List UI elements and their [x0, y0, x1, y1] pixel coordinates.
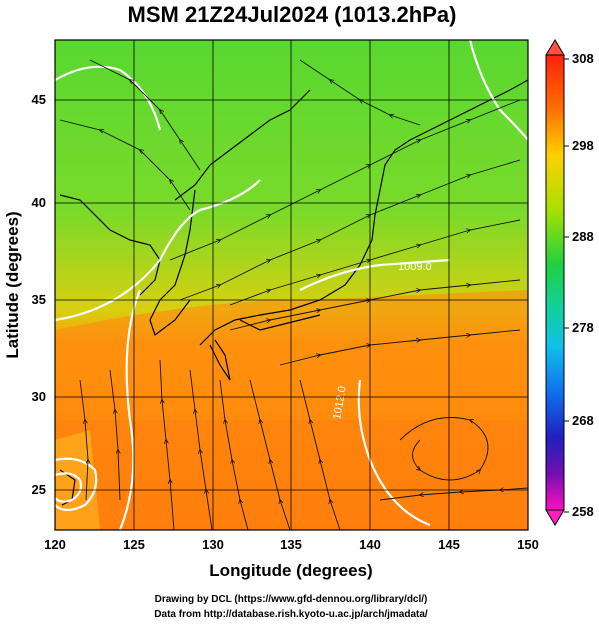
- x-tick-label: 125: [123, 537, 145, 552]
- colorbar-bottom-cap: [545, 509, 565, 526]
- streamline: [79, 379, 88, 501]
- streamline: [299, 379, 341, 530]
- isobar-c: [468, 40, 528, 141]
- coast-china-north: [59, 194, 161, 296]
- isobar-b: [118, 289, 142, 530]
- colorbar-label: 308: [572, 51, 594, 66]
- colorbar-gradient: [545, 54, 565, 511]
- contour-label-1009: 1009.0: [398, 261, 432, 273]
- y-axis-label: Latitude (degrees): [3, 211, 22, 358]
- map-frame: [54, 39, 529, 531]
- streamline: [159, 359, 175, 530]
- colorbar: 308 298 288 278 268 258: [545, 39, 594, 526]
- y-tick-label: 25: [32, 482, 46, 497]
- y-axis-ticks: 25 30 35 40 45: [32, 92, 46, 497]
- streamline: [219, 379, 249, 530]
- contour-label-1012: 1012.0: [331, 385, 349, 420]
- wind-streamlines: [59, 59, 528, 530]
- gridlines: [55, 40, 528, 530]
- y-tick-label: 30: [32, 389, 46, 404]
- streamline: [379, 488, 528, 501]
- credit-drawing: Drawing by DCL (https://www.gfd-dennou.o…: [155, 594, 428, 605]
- colorbar-label: 258: [572, 504, 594, 519]
- map-panel: 1009.0 1012.0: [55, 40, 528, 530]
- x-axis-label: Longitude (degrees): [209, 561, 372, 580]
- x-tick-label: 150: [517, 537, 539, 552]
- warm-south-region: [55, 420, 528, 530]
- x-tick-label: 135: [280, 537, 302, 552]
- x-axis-ticks: 120 125 130 135 140 145 150: [44, 537, 539, 552]
- streamline: [59, 119, 191, 211]
- colorbar-label: 298: [572, 138, 594, 153]
- x-tick-label: 120: [44, 537, 66, 552]
- isobar-typhoon-1: [55, 457, 98, 512]
- streamline: [249, 379, 291, 530]
- streamline: [399, 417, 489, 481]
- streamline: [179, 159, 521, 301]
- streamline: [109, 369, 120, 501]
- colorbar-label: 288: [572, 229, 594, 244]
- isobar-typhoon-2: [55, 472, 83, 503]
- y-tick-label: 35: [32, 292, 46, 307]
- credit-data: Data from http://database.rish.kyoto-u.a…: [154, 609, 428, 620]
- colorbar-label: 268: [572, 413, 594, 428]
- streamline: [89, 59, 201, 171]
- x-tick-label: 130: [202, 537, 224, 552]
- x-tick-label: 140: [359, 537, 381, 552]
- colorbar-top-cap: [545, 39, 565, 56]
- y-tick-label: 45: [32, 92, 46, 107]
- streamline: [279, 329, 521, 366]
- colorbar-label: 278: [572, 320, 594, 335]
- map-title: MSM 21Z24Jul2024 (1013.2hPa): [128, 2, 457, 27]
- coast-kyushu: [209, 339, 231, 381]
- x-tick-label: 145: [438, 537, 460, 552]
- y-tick-label: 40: [32, 195, 46, 210]
